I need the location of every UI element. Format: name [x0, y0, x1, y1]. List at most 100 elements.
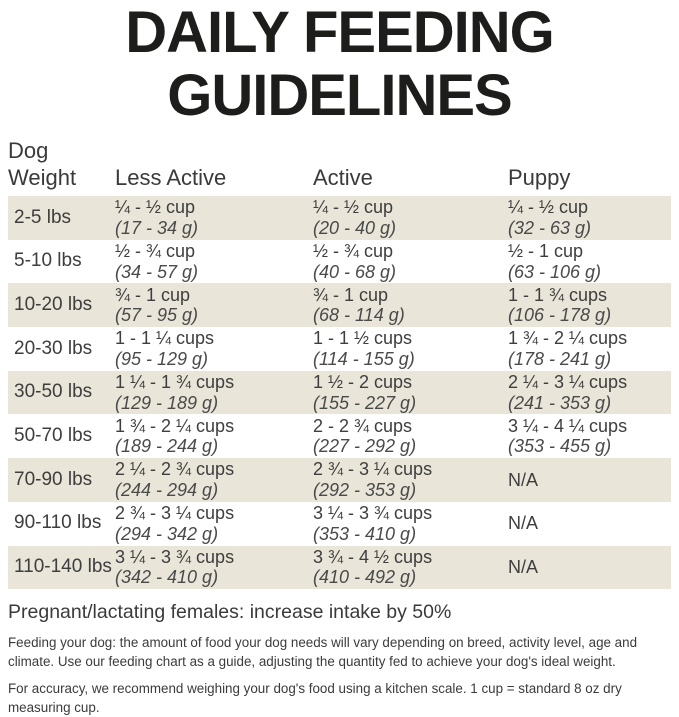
less-active-cell: ½ - ¾ cup (34 - 57 g): [115, 240, 313, 284]
header-active: Active: [313, 165, 373, 190]
header-dog-weight: Dog Weight: [8, 137, 115, 191]
cups-range: 3 ¼ - 3 ¾ cups: [115, 546, 235, 567]
page-title-line2: GUIDELINES: [167, 63, 512, 128]
active-cell: 2 - 2 ¾ cups (227 - 292 g): [313, 414, 508, 458]
table-row: 110-140 lbs 3 ¼ - 3 ¾ cups (342 - 410 g) 3 …: [8, 545, 671, 590]
grams-range: (294 - 342 g): [115, 523, 219, 544]
grams-range: (68 - 114 g): [313, 305, 405, 326]
weight-cell: 5-10 lbs: [8, 240, 115, 284]
active-cell: 1 - 1 ½ cups (114 - 155 g): [313, 327, 508, 371]
grams-range: (95 - 129 g): [115, 348, 209, 369]
table-row: 30-50 lbs 1 ¼ - 1 ¾ cups (129 - 189 g) 1 ½ …: [8, 370, 671, 415]
weight-cell: 2-5 lbs: [8, 196, 115, 240]
cups-range: 10-20 lbs: [14, 293, 93, 315]
table-row: 5-10 lbs ½ - ¾ cup (34 - 57 g) ½ - ¾ cup (40…: [8, 239, 671, 284]
grams-range: (342 - 410 g): [115, 567, 219, 588]
table-row: 10-20 lbs ¾ - 1 cup (57 - 95 g) ¾ - 1 cup (6…: [8, 283, 671, 328]
table-row: 70-90 lbs 2 ¼ - 2 ¾ cups (244 - 294 g) 2 ¾ …: [8, 458, 671, 502]
grams-range: (241 - 353 g): [508, 392, 612, 413]
feeding-table: Dog Weight Less Active Active Puppy 2-5 l…: [0, 137, 679, 590]
pregnant-lactating-note: Pregnant/lactating females: increase int…: [8, 601, 452, 624]
cups-range: ½ - 1 cup: [508, 241, 584, 262]
weight-cell: 20-30 lbs: [8, 327, 115, 371]
cups-range: ¼ - ½ cup: [508, 197, 589, 218]
puppy-cell: ½ - 1 cup (63 - 106 g): [508, 240, 671, 284]
active-cell: 3 ¾ - 4 ½ cups (410 - 492 g): [313, 546, 508, 590]
grams-range: (32 - 63 g): [508, 217, 592, 238]
cups-range: 110-140 lbs: [14, 556, 112, 578]
cups-range: 90-110 lbs: [14, 512, 102, 534]
less-active-cell: ¾ - 1 cup (57 - 95 g): [115, 283, 313, 327]
cups-range: N/A: [508, 513, 539, 534]
weight-cell: 70-90 lbs: [8, 458, 115, 502]
cups-range: 1 - 1 ¾ cups: [508, 284, 608, 305]
cups-range: 3 ¾ - 4 ½ cups: [313, 546, 433, 567]
header-puppy: Puppy: [508, 165, 571, 190]
table-row: 90-110 lbs 2 ¾ - 3 ¼ cups (294 - 342 g) 3 ¼…: [8, 501, 671, 546]
grams-range: (34 - 57 g): [115, 261, 199, 282]
active-cell: 1 ½ - 2 cups (155 - 227 g): [313, 371, 508, 415]
cups-range: N/A: [508, 557, 539, 578]
table-row: 50-70 lbs 1 ¾ - 2 ¼ cups (189 - 244 g) 2 - …: [8, 414, 671, 459]
cups-range: 2-5 lbs: [14, 206, 72, 228]
cups-range: ¾ - 1 cup: [313, 284, 389, 305]
cups-range: 2 ¾ - 3 ¼ cups: [115, 503, 235, 524]
cups-range: 1 ¼ - 1 ¾ cups: [115, 372, 235, 393]
cups-range: 5-10 lbs: [14, 250, 82, 272]
table-body: 2-5 lbs ¼ - ½ cup (17 - 34 g) ¼ - ½ cup (20 …: [8, 196, 671, 590]
active-cell: ¾ - 1 cup (68 - 114 g): [313, 283, 508, 327]
grams-range: (40 - 68 g): [313, 261, 397, 282]
cups-range: N/A: [508, 469, 539, 490]
cups-range: 2 ¼ - 3 ¼ cups: [508, 372, 628, 393]
less-active-cell: 3 ¼ - 3 ¾ cups (342 - 410 g): [115, 546, 313, 590]
table-header-row: Dog Weight Less Active Active Puppy: [0, 137, 679, 191]
grams-range: (292 - 353 g): [313, 479, 417, 500]
active-cell: ½ - ¾ cup (40 - 68 g): [313, 240, 508, 284]
puppy-cell: N/A: [508, 502, 671, 546]
grams-range: (353 - 455 g): [508, 436, 612, 457]
grams-range: (106 - 178 g): [508, 305, 612, 326]
cups-range: 20-30 lbs: [14, 337, 93, 359]
grams-range: (57 - 95 g): [115, 305, 199, 326]
puppy-cell: ¼ - ½ cup (32 - 63 g): [508, 196, 671, 240]
less-active-cell: ¼ - ½ cup (17 - 34 g): [115, 196, 313, 240]
puppy-cell: 2 ¼ - 3 ¼ cups (241 - 353 g): [508, 371, 671, 415]
cups-range: 3 ¼ - 4 ¼ cups: [508, 415, 628, 436]
cups-range: ¼ - ½ cup: [313, 197, 394, 218]
measuring-accuracy-note: For accuracy, we recommend weighing your…: [8, 681, 622, 716]
active-cell: 3 ¼ - 3 ¾ cups (353 - 410 g): [313, 502, 508, 546]
cups-range: 3 ¼ - 3 ¾ cups: [313, 503, 433, 524]
header-dog-weight-line1: Dog: [8, 138, 49, 163]
cups-range: ¾ - 1 cup: [115, 284, 191, 305]
grams-range: (353 - 410 g): [313, 523, 417, 544]
puppy-cell: N/A: [508, 546, 671, 590]
less-active-cell: 2 ¼ - 2 ¾ cups (244 - 294 g): [115, 458, 313, 502]
grams-range: (129 - 189 g): [115, 392, 219, 413]
table-row: 2-5 lbs ¼ - ½ cup (17 - 34 g) ¼ - ½ cup (20 …: [8, 196, 671, 240]
weight-cell: 50-70 lbs: [8, 414, 115, 458]
cups-range: 2 ¾ - 3 ¼ cups: [313, 459, 433, 480]
cups-range: 2 ¼ - 2 ¾ cups: [115, 459, 235, 480]
less-active-cell: 1 ¾ - 2 ¼ cups (189 - 244 g): [115, 414, 313, 458]
grams-range: (155 - 227 g): [313, 392, 417, 413]
cups-range: 1 ½ - 2 cups: [313, 372, 413, 393]
table-row: 20-30 lbs 1 - 1 ¼ cups (95 - 129 g) 1 - 1 ½…: [8, 327, 671, 371]
weight-cell: 10-20 lbs: [8, 283, 115, 327]
cups-range: 50-70 lbs: [14, 425, 93, 447]
grams-range: (410 - 492 g): [313, 567, 417, 588]
header-less-active: Less Active: [115, 165, 227, 190]
weight-cell: 110-140 lbs: [8, 546, 115, 590]
grams-range: (63 - 106 g): [508, 261, 602, 282]
cups-range: 2 - 2 ¾ cups: [313, 415, 413, 436]
cups-range: 1 - 1 ½ cups: [313, 328, 413, 349]
puppy-cell: 1 - 1 ¾ cups (106 - 178 g): [508, 283, 671, 327]
header-dog-weight-line2: Weight: [8, 165, 77, 190]
cups-range: 1 - 1 ¼ cups: [115, 328, 215, 349]
page-title-line1: DAILY FEEDING: [125, 0, 555, 65]
cups-range: ¼ - ½ cup: [115, 197, 196, 218]
less-active-cell: 2 ¾ - 3 ¼ cups (294 - 342 g): [115, 502, 313, 546]
cups-range: 1 ¾ - 2 ¼ cups: [508, 328, 628, 349]
cups-range: 70-90 lbs: [14, 468, 93, 490]
cups-range: ½ - ¾ cup: [313, 241, 394, 262]
